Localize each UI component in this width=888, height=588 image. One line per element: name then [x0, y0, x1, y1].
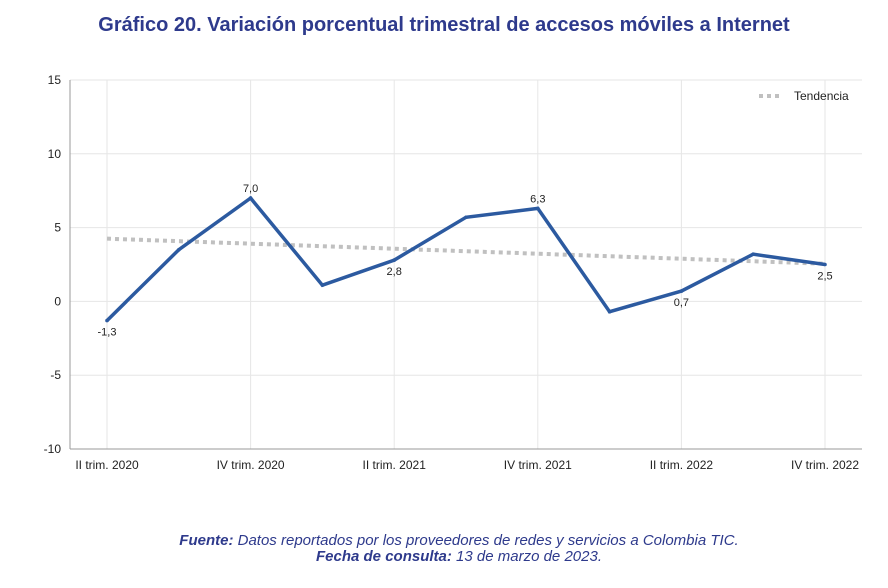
series-layer [105, 195, 827, 323]
data-point [177, 247, 181, 252]
data-label: 2,5 [817, 271, 832, 283]
axes: -10 -5 0 5 10 15 II trim. 2020 IV trim. 2020 II … [44, 73, 862, 472]
labels-layer: -1,3 7,0 2,8 6,3 0,7 2,5 [98, 183, 833, 339]
data-point [105, 318, 109, 323]
date-line: Fecha de consulta: 13 de marzo de 2023. [0, 549, 888, 565]
data-point [751, 252, 755, 256]
data-label: 2,8 [387, 266, 402, 278]
x-tick-label: IV trim. 2020 [217, 458, 285, 472]
y-tick-label: 0 [54, 294, 61, 308]
x-tick-label: II trim. 2021 [363, 458, 427, 472]
grid [70, 79, 862, 450]
data-label: 6,3 [530, 193, 545, 205]
source-text: Datos reportados por los proveedores de … [237, 532, 739, 549]
y-tick-label: -5 [50, 368, 61, 382]
data-point [392, 258, 397, 262]
source-label: Fuente: [179, 532, 234, 549]
source-line: Fuente: Datos reportados por los proveed… [0, 533, 888, 549]
line-chart: -10 -5 0 5 10 15 II trim. 2020 IV trim. 2020 II … [44, 73, 862, 472]
date-text: 13 de marzo de 2023. [456, 548, 602, 565]
legend: Tendencia [759, 89, 849, 103]
data-point [320, 283, 325, 287]
data-label: -1,3 [98, 327, 117, 339]
data-label: 0,7 [674, 297, 689, 309]
y-tick-label: 5 [54, 221, 61, 235]
date-label: Fecha de consulta: [316, 548, 452, 565]
data-point [823, 262, 827, 267]
y-tick-label: -10 [44, 442, 62, 456]
data-point [248, 196, 253, 200]
chart-title: Gráfico 20. Variación porcentual trimest… [98, 14, 790, 36]
x-tick-label: II trim. 2022 [650, 458, 714, 472]
trend-line [106, 236, 826, 266]
trend-layer [106, 236, 826, 266]
data-point [607, 309, 612, 314]
data-point [679, 289, 684, 293]
data-label: 7,0 [243, 183, 258, 195]
legend-trend-label: Tendencia [794, 89, 849, 103]
footer: Fuente: Datos reportados por los proveed… [0, 533, 888, 565]
y-tick-label: 15 [48, 73, 62, 87]
x-tick-label: II trim. 2020 [75, 458, 139, 472]
x-tick-label: IV trim. 2021 [504, 458, 572, 472]
y-tick-label: 10 [48, 147, 62, 161]
data-point [464, 215, 468, 220]
data-point [536, 206, 540, 211]
x-tick-label: IV trim. 2022 [791, 458, 859, 472]
